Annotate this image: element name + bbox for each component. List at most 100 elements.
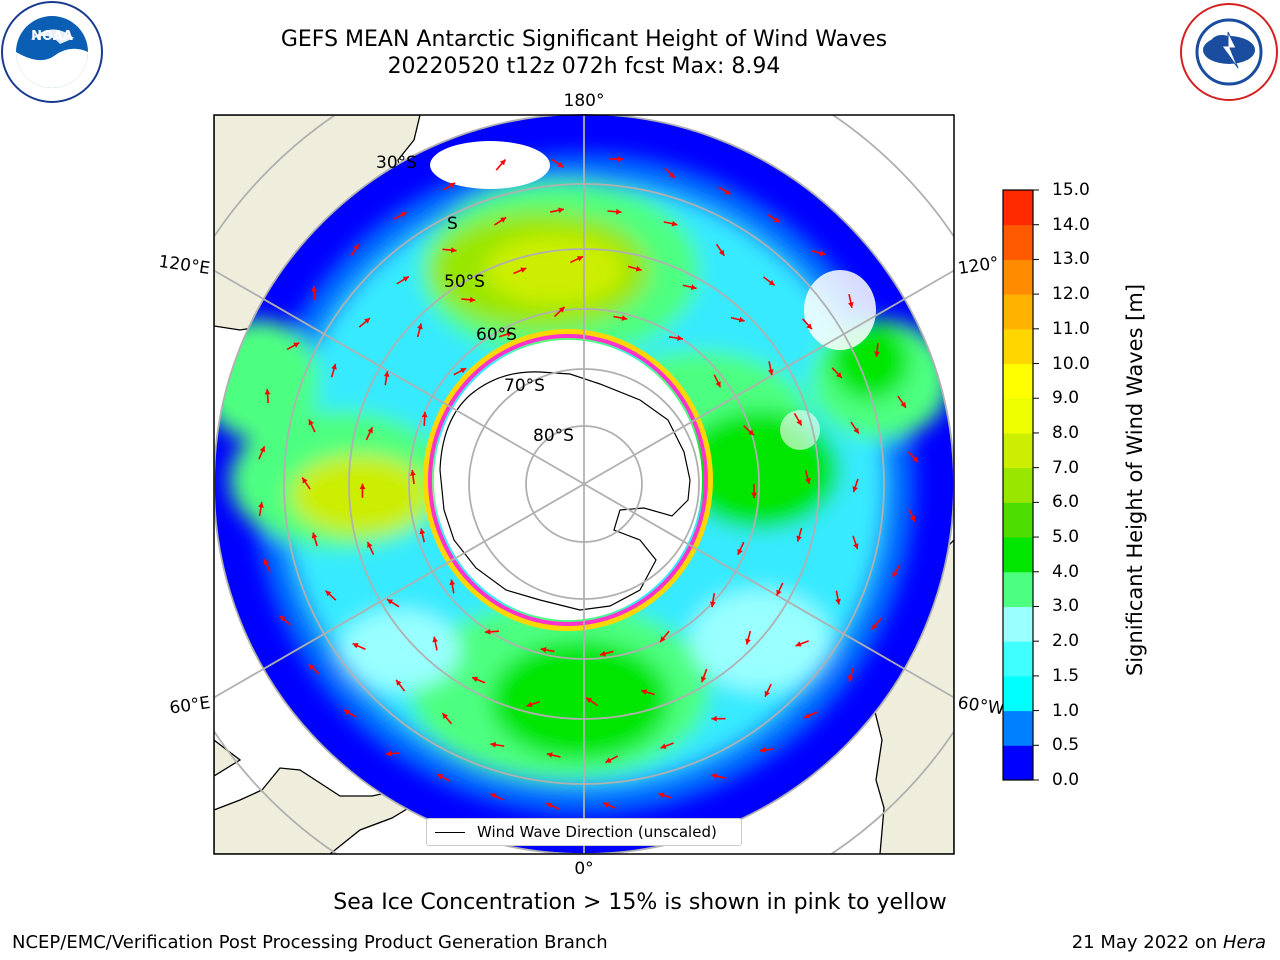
wave-direction-arrowhead: [421, 411, 428, 418]
wave-direction-arrowhead: [331, 363, 337, 370]
colorbar-segment: [1003, 745, 1033, 781]
wave-direction-arrowhead: [383, 371, 390, 377]
wave-direction-arrowhead: [617, 156, 623, 162]
lon-label-180: 180°: [564, 91, 605, 111]
colorbar-segment: [1003, 432, 1033, 469]
colorbar-segment: [1003, 328, 1033, 365]
wave-direction-arrowhead: [359, 483, 366, 490]
wave-direction-arrowhead: [635, 265, 642, 272]
wave-direction-arrowhead: [715, 381, 721, 388]
colorbar-tick-label: 14.0: [1052, 214, 1090, 235]
wave-direction-arrowhead: [490, 741, 497, 748]
wave-direction-arrowhead: [768, 279, 775, 286]
wave-direction-arrowhead: [738, 316, 745, 323]
wave-direction-arrowhead: [599, 650, 606, 657]
wave-direction-arrowhead: [767, 369, 774, 376]
colorbar-tick-label: 11.0: [1052, 318, 1090, 339]
wave-direction-arrowhead: [603, 802, 610, 808]
wave-direction-arrowhead: [871, 623, 878, 630]
wave-direction-arrowhead: [660, 743, 667, 749]
wave-direction-arrowhead: [690, 284, 697, 291]
wave-direction-arrowhead: [836, 372, 842, 378]
colorbar-segment: [1003, 606, 1033, 642]
colorbar-segment: [1003, 641, 1033, 677]
noaa-logo-icon: NOAA: [1, 1, 103, 103]
nws-logo-icon: [1180, 3, 1278, 101]
wave-direction-arrowhead: [449, 579, 456, 586]
wave-direction-arrowhead: [546, 752, 553, 758]
wave-direction-arrowhead: [900, 401, 906, 408]
wave-direction-arrowhead: [367, 541, 373, 548]
colorbar-segment: [1003, 363, 1033, 399]
wave-direction-arrowhead: [669, 172, 675, 178]
colorbar-tick-label: 10.0: [1052, 353, 1090, 374]
wave-direction-arrowhead: [621, 315, 628, 321]
map-frame: [213, 114, 955, 855]
colorbar-segment: [1003, 294, 1033, 330]
colorbar-tick-label: 5.0: [1052, 527, 1080, 548]
wave-direction-arrowhead: [302, 477, 308, 484]
colorbar-segment: [1003, 224, 1033, 260]
wave-direction-arrowhead: [520, 267, 527, 273]
wave-direction-arrowhead: [259, 446, 266, 453]
lon-label-120e: 120°E: [157, 252, 211, 279]
legend-label: Wind Wave Direction (unscaled): [477, 823, 717, 841]
wave-direction-arrowhead: [759, 747, 766, 753]
wave-direction-arrowhead: [450, 247, 457, 254]
wave-direction-arrowhead: [745, 638, 751, 645]
wave-direction-arrowhead: [806, 323, 812, 330]
wave-direction-arrowhead: [499, 159, 506, 166]
colorbar-segment: [1003, 502, 1033, 538]
wave-direction-arrowhead: [293, 342, 300, 348]
footer-date-text: 21 May 2022 on: [1071, 932, 1223, 953]
chart-subtitle: 20220520 t12z 072h fcst Max: 8.94: [387, 54, 781, 79]
wave-direction-arrowhead: [264, 389, 271, 395]
lat-label-30s: 30°S: [376, 153, 417, 173]
wave-direction-arrowhead: [490, 793, 497, 799]
wave-direction-arrowhead: [557, 162, 564, 168]
wave-direction-arrowhead: [506, 331, 513, 337]
colorbar-tick-label: 4.0: [1052, 561, 1080, 582]
wave-direction-arrowhead: [258, 502, 264, 508]
lat-label-80s: 80°S: [533, 426, 574, 446]
wave-direction-arrowhead: [615, 208, 622, 215]
colorbar-segment: [1003, 398, 1033, 434]
colorbar-segment: [1003, 467, 1033, 503]
graticule: [214, 115, 954, 854]
wave-direction-arrowhead: [677, 335, 683, 341]
lon-label-120w: 120°: [957, 253, 1000, 279]
wave-direction-arrowhead: [764, 690, 770, 697]
wave-direction-arrowhead: [364, 318, 370, 324]
wave-direction-arrowhead: [796, 419, 802, 426]
legend-line-icon: [435, 831, 465, 833]
wave-direction-arrowhead: [805, 477, 811, 484]
colorbar-tick-label: 15.0: [1052, 180, 1090, 200]
map-legend: Wind Wave Direction (unscaled): [426, 818, 742, 846]
wave-direction-arrowhead: [367, 427, 373, 434]
wave-direction-arrowhead: [500, 217, 507, 223]
wave-direction-arrowhead: [795, 641, 802, 647]
wave-direction-arrowhead: [909, 515, 916, 522]
wave-direction-arrowhead: [526, 701, 533, 708]
wave-direction-arrowhead: [835, 598, 841, 605]
wave-direction-arrowhead: [263, 559, 270, 565]
wave-direction-arrowhead: [449, 182, 456, 189]
wave-direction-arrowhead: [874, 351, 880, 357]
wave-direction-arrowhead: [400, 212, 407, 218]
colorbar-segment: [1003, 537, 1033, 573]
wave-direction-arrowhead: [419, 528, 426, 535]
wave-direction-arrowhead: [586, 697, 593, 704]
colorbar-segment: [1003, 710, 1033, 746]
wave-direction-arrowhead: [353, 244, 359, 251]
wave-direction-arrowhead: [853, 427, 859, 434]
wave-direction-arrowhead: [709, 601, 716, 608]
colorbar-tick-label: 0.5: [1052, 735, 1080, 756]
wave-direction-arrowhead: [892, 570, 898, 577]
colorbar-segment: [1003, 190, 1033, 226]
lon-label-0: 0°: [574, 859, 593, 879]
lon-label-60w: 60°W: [956, 693, 1005, 719]
wave-direction-arrowhead: [437, 774, 444, 780]
colorbar: [1002, 189, 1039, 781]
footer-organization: NCEP/EMC/Verification Post Processing Pr…: [12, 932, 608, 953]
